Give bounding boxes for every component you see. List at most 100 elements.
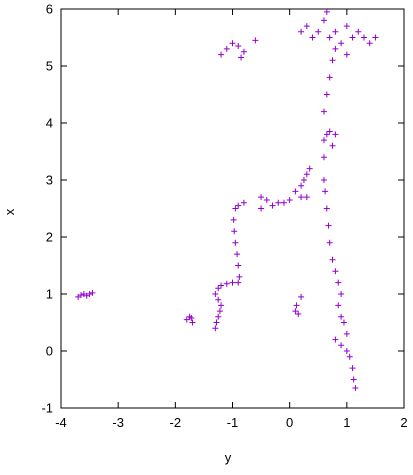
data-point — [335, 302, 342, 309]
data-point — [338, 313, 345, 320]
data-point — [216, 308, 223, 315]
data-point — [329, 256, 336, 263]
data-point — [326, 34, 333, 41]
data-point — [329, 142, 336, 149]
data-point — [230, 216, 237, 223]
data-point — [315, 28, 322, 35]
data-point — [218, 282, 225, 289]
data-point — [298, 182, 305, 189]
data-point — [343, 51, 350, 58]
data-point — [322, 188, 329, 195]
data-point — [366, 40, 373, 47]
data-point — [252, 37, 259, 44]
data-point — [343, 23, 350, 30]
data-point — [215, 285, 222, 292]
data-point — [215, 296, 222, 303]
data-point — [372, 34, 379, 41]
y-axis-ticks: -1 0 1 2 3 4 5 6 — [41, 2, 404, 416]
data-point — [223, 45, 230, 52]
data-point — [298, 28, 305, 35]
data-point — [235, 279, 242, 286]
y-tick-label: 2 — [46, 230, 53, 245]
data-point — [349, 365, 356, 372]
data-point — [320, 17, 327, 24]
scatter-points — [75, 8, 379, 392]
data-point — [332, 131, 339, 138]
data-point — [346, 353, 353, 360]
y-tick-label: 1 — [46, 287, 53, 302]
data-point — [275, 199, 282, 206]
data-point — [326, 239, 333, 246]
data-point — [325, 222, 332, 229]
data-point — [298, 293, 305, 300]
data-point — [292, 308, 299, 315]
data-point — [332, 268, 339, 275]
x-axis-label: y — [225, 450, 232, 465]
data-point — [303, 171, 310, 178]
data-point — [349, 34, 356, 41]
data-point — [320, 154, 327, 161]
data-point — [323, 91, 330, 98]
data-point — [323, 8, 330, 15]
data-point — [189, 319, 196, 326]
data-point — [293, 302, 300, 309]
data-point — [89, 289, 96, 296]
x-tick-label: 1 — [343, 415, 350, 430]
data-point — [231, 228, 238, 235]
data-point — [234, 251, 241, 258]
data-point — [355, 28, 362, 35]
data-point — [212, 325, 219, 332]
data-point — [188, 314, 195, 321]
data-point — [332, 28, 339, 35]
data-point — [323, 205, 330, 212]
data-point — [223, 280, 230, 287]
data-point — [213, 319, 220, 326]
data-point — [360, 34, 367, 41]
x-axis-ticks: -4 -3 -2 -1 0 1 2 — [55, 9, 408, 430]
data-point — [343, 330, 350, 337]
data-point — [300, 177, 307, 183]
y-tick-label: 0 — [46, 344, 53, 359]
data-point — [306, 165, 313, 172]
data-point — [78, 292, 85, 299]
data-point — [320, 108, 327, 115]
data-point — [320, 177, 327, 183]
data-point — [343, 348, 350, 354]
data-point — [280, 199, 287, 206]
data-point — [258, 194, 265, 201]
data-point — [218, 51, 225, 58]
data-point — [240, 199, 247, 206]
data-point — [229, 40, 236, 47]
y-tick-label: 3 — [46, 173, 53, 188]
data-point — [332, 336, 339, 343]
data-point — [235, 262, 242, 269]
data-point — [350, 376, 357, 383]
data-point — [235, 43, 242, 50]
data-point — [320, 137, 327, 144]
data-point — [309, 34, 316, 41]
data-point — [263, 196, 270, 203]
data-point — [258, 205, 265, 212]
data-point — [326, 128, 333, 135]
data-point — [335, 279, 342, 286]
y-tick-label: 6 — [46, 2, 53, 17]
data-point — [269, 202, 276, 209]
y-tick-label: 4 — [46, 116, 53, 131]
data-point — [235, 202, 242, 209]
data-point — [332, 45, 339, 52]
data-point — [183, 316, 190, 323]
data-point — [292, 188, 299, 195]
data-point — [86, 291, 93, 297]
y-tick-label: 5 — [46, 59, 53, 74]
data-point — [215, 313, 222, 320]
data-point — [286, 196, 293, 203]
data-point — [240, 48, 247, 55]
data-point — [326, 74, 333, 81]
data-point — [352, 385, 359, 392]
x-tick-label: 2 — [400, 415, 407, 430]
data-point — [236, 273, 243, 280]
x-tick-label: -3 — [112, 415, 124, 430]
x-tick-label: -2 — [170, 415, 182, 430]
data-point — [229, 279, 236, 286]
